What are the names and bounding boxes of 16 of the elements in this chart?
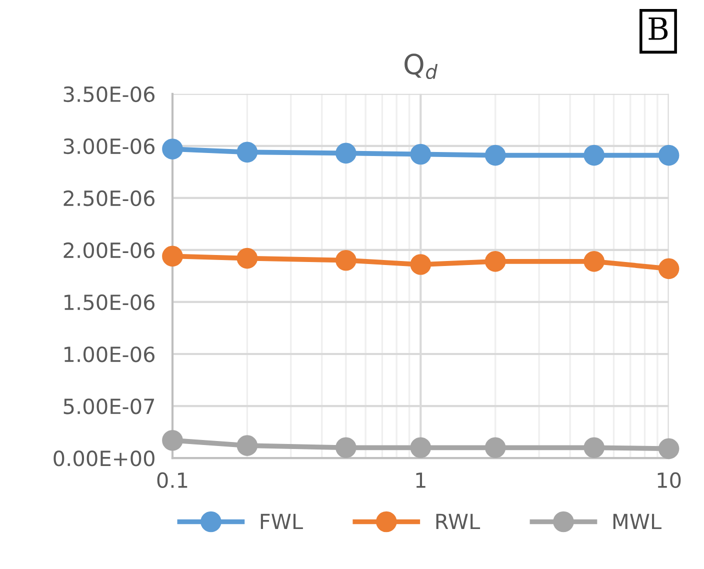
y-tick-label: 2.50E-06 [64, 190, 154, 206]
legend-label: MWL [613, 514, 662, 530]
y-tick-label: 1.50E-06 [64, 294, 154, 310]
chart-title: Q$_{d}$ [404, 54, 438, 80]
x-tick-label: 10 [658, 472, 681, 488]
legend-label: FWL [260, 514, 303, 530]
x-tick-label: 0.1 [157, 472, 188, 488]
y-tick-label: 3.50E-06 [64, 86, 154, 102]
x-tick-label: 1 [416, 472, 426, 488]
y-tick-label: 5.00E-07 [64, 398, 154, 414]
legend-label: RWL [436, 514, 480, 530]
y-tick-label: 1.00E-06 [64, 346, 154, 362]
y-tick-label: 0.00E+00 [54, 450, 154, 466]
text: B [648, 17, 668, 40]
y-tick-label: 2.00E-06 [64, 242, 154, 258]
y-tick-label: 3.00E-06 [64, 138, 154, 154]
